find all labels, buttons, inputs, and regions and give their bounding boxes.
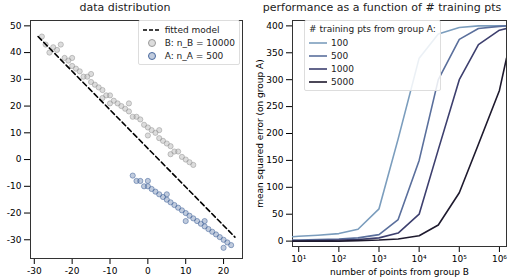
svg-text:10⁶: 10⁶ — [492, 254, 507, 264]
svg-text:0: 0 — [278, 236, 284, 246]
svg-text:300: 300 — [266, 75, 283, 85]
html-text:fitted model: fitted model — [164, 24, 220, 35]
html-text:data distribution: data distribution — [79, 1, 171, 14]
svg-text:30: 30 — [10, 74, 22, 84]
svg-text:-20: -20 — [65, 266, 80, 276]
svg-text:-30: -30 — [27, 266, 42, 276]
html-text:B: n_B = 10000: B: n_B = 10000 — [164, 37, 235, 48]
html-text:5000: 5000 — [331, 76, 354, 87]
svg-text:10: 10 — [180, 266, 192, 276]
svg-text:50: 50 — [10, 21, 22, 31]
svg-text:0: 0 — [16, 154, 22, 164]
html-text:A: n_A = 500: A: n_A = 500 — [164, 50, 224, 61]
svg-text:mean squared error (on group A: mean squared error (on group A) — [255, 59, 265, 208]
svg-text:400: 400 — [266, 21, 283, 31]
svg-text:10⁵: 10⁵ — [452, 254, 467, 264]
html-text:performance as a function of #: performance as a function of # training … — [262, 1, 502, 14]
html-text:# training pts from group A:: # training pts from group A: — [309, 24, 436, 34]
svg-text:20: 20 — [218, 266, 230, 276]
svg-text:0: 0 — [145, 266, 151, 276]
html-text:500: 500 — [331, 50, 349, 61]
svg-text:number of points from group B: number of points from group B — [330, 267, 469, 277]
svg-text:50: 50 — [272, 209, 284, 219]
svg-text:150: 150 — [266, 155, 283, 165]
html-text:100: 100 — [331, 37, 349, 48]
svg-text:350: 350 — [266, 48, 283, 58]
svg-text:100: 100 — [266, 182, 283, 192]
svg-text:250: 250 — [266, 101, 283, 111]
svg-text:-10: -10 — [7, 181, 22, 191]
svg-text:40: 40 — [10, 47, 22, 57]
svg-text:-20: -20 — [7, 208, 22, 218]
svg-text:200: 200 — [266, 128, 283, 138]
svg-text:10³: 10³ — [371, 254, 386, 264]
svg-text:-10: -10 — [103, 266, 118, 276]
svg-text:10¹: 10¹ — [291, 254, 306, 264]
svg-text:10⁴: 10⁴ — [412, 254, 427, 264]
svg-text:-30: -30 — [7, 235, 22, 245]
svg-text:10²: 10² — [331, 254, 346, 264]
svg-text:20: 20 — [10, 101, 22, 111]
svg-text:10: 10 — [10, 128, 22, 138]
html-text:1000: 1000 — [331, 63, 354, 74]
